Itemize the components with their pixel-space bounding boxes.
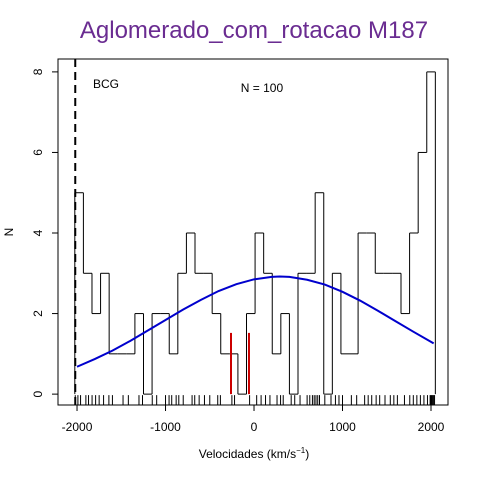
y-tick-label: 2 [31,310,45,317]
x-tick-label: 0 [251,420,258,434]
x-label-close: ) [305,447,309,461]
y-tick-label: 0 [31,390,45,397]
n-label: N = 100 [241,81,284,95]
x-tick-label: -1000 [150,420,181,434]
y-tick-label: 6 [31,149,45,156]
bcg-label: BCG [93,77,119,91]
plot-frame [57,58,449,406]
y-tick-label: 8 [31,68,45,75]
x-tick-label: -2000 [62,420,93,434]
x-label-sup: −1 [296,446,306,455]
x-label-main: Velocidades (km/s [199,447,296,461]
y-axis-label: N [2,228,16,237]
fit-curve [76,275,435,368]
x-tick-label: 2000 [418,420,445,434]
x-tick-label: 1000 [329,420,356,434]
x-axis-label: Velocidades (km/s−1) [199,446,310,461]
y-tick-label: 4 [31,229,45,236]
chart-title: Aglomerado_com_rotacao M187 [80,17,428,44]
